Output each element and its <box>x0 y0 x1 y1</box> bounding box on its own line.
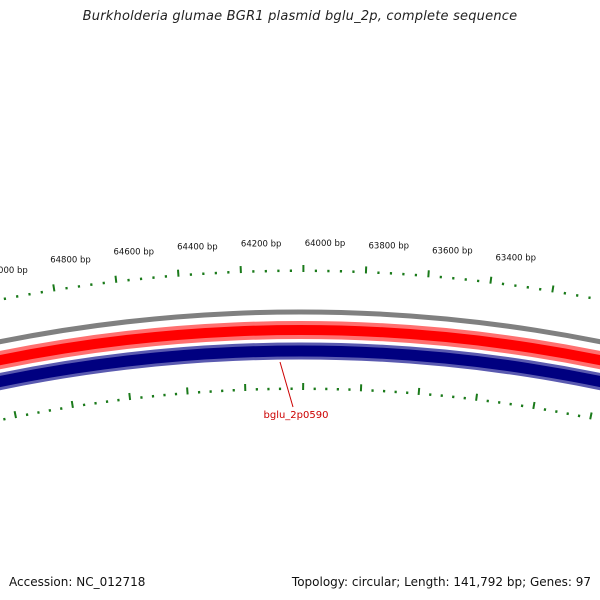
major-tick <box>427 270 430 278</box>
ruler-label: 64800 bp <box>50 256 91 266</box>
major-tick <box>417 387 421 395</box>
ruler-label: 64000 bp <box>305 239 346 249</box>
minor-tick <box>543 408 547 412</box>
major-tick <box>489 276 493 284</box>
minor-tick <box>577 414 581 418</box>
ruler-label: 63600 bp <box>432 246 473 256</box>
inner-tick-ruler <box>3 382 593 421</box>
ruler-label: 64400 bp <box>177 242 218 252</box>
major-tick <box>177 269 180 277</box>
major-tick <box>475 393 478 401</box>
gene-label-leader <box>279 361 294 408</box>
major-tick <box>52 284 56 292</box>
accession-text: Accession: NC_012718 <box>9 575 146 589</box>
major-tick <box>186 387 189 395</box>
minor-tick <box>555 410 558 414</box>
ruler-label: 64600 bp <box>114 248 155 258</box>
major-tick <box>589 412 593 420</box>
topology-summary: Topology: circular; Length: 141,792 bp; … <box>291 575 591 589</box>
outer-tick-ruler <box>3 265 591 301</box>
gene-label[interactable]: bglu_2p0590 <box>264 410 329 421</box>
ruler-label: 64200 bp <box>241 240 282 250</box>
major-tick <box>551 285 555 293</box>
major-tick <box>532 401 536 410</box>
map-title: Burkholderia glumae BGR1 plasmid bglu_2p… <box>82 9 518 24</box>
backbone-ring <box>0 309 600 345</box>
ruler-label: 65000 bp <box>0 266 28 276</box>
minor-tick <box>563 291 567 295</box>
major-tick <box>128 392 132 401</box>
major-tick <box>13 411 17 419</box>
ruler-label: 63400 bp <box>496 254 537 264</box>
minor-tick <box>48 408 52 412</box>
minor-tick <box>37 411 40 414</box>
minor-tick <box>59 407 63 411</box>
ruler-labels: 65000 bp 64800 bp 64600 bp 64400 bp 64200 bp… <box>0 239 536 276</box>
major-tick <box>114 275 118 283</box>
minor-tick <box>3 417 6 421</box>
reverse-strand-track <box>0 345 600 388</box>
major-tick <box>70 400 74 409</box>
ruler-label: 63800 bp <box>369 242 410 252</box>
forward-strand-track <box>0 325 600 366</box>
